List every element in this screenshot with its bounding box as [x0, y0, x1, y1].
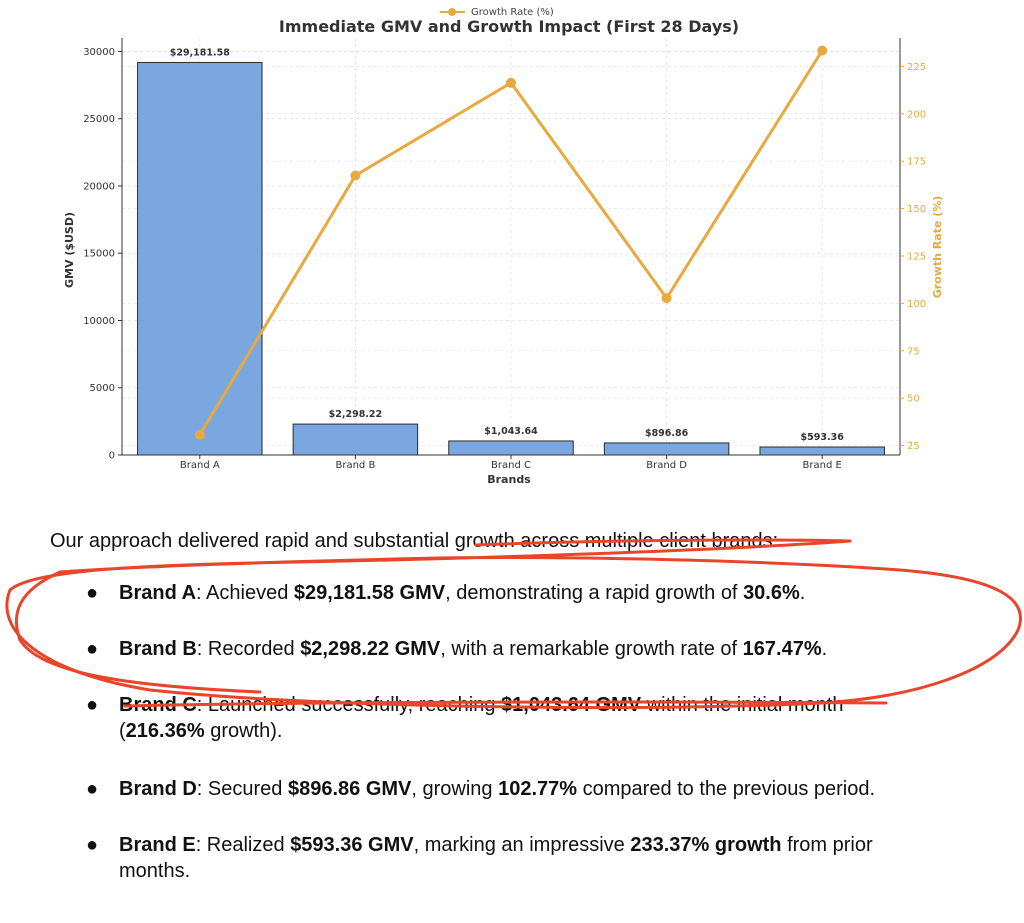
y2-tick-label: 75 [907, 346, 920, 357]
bar-value-label: $2,298.22 [329, 409, 383, 420]
bullet-text: Brand E: Realized $593.36 GMV, marking a… [119, 832, 919, 884]
bullet-glyph: ● [86, 778, 99, 800]
growth-value: 216.36% [125, 720, 205, 742]
bullet-glyph: ● [86, 582, 99, 604]
brand-name: Brand B [119, 638, 197, 660]
brand-name: Brand C [119, 694, 197, 716]
y-tick-label: 25000 [83, 114, 115, 125]
growth-value: 102.77% [498, 778, 578, 800]
bar-brand-c [448, 440, 574, 456]
bar-value-label: $1,043.64 [484, 426, 538, 437]
text-run: , demonstrating a rapid growth of [445, 582, 744, 604]
growth-point [350, 170, 361, 181]
growth-line-series [194, 45, 828, 440]
gmv-value: $29,181.58 GMV [293, 582, 446, 604]
brand-name: Brand A [119, 582, 197, 604]
growth-value: 233.37% growth [630, 834, 782, 856]
y2-tick-label: 200 [907, 109, 926, 120]
axes: 0 5000 10000 15000 20000 25000 30000 25 50 75 100 1… [83, 38, 926, 471]
bullet-glyph: ● [86, 638, 99, 660]
gmv-value: $2,298.22 GMV [300, 638, 441, 660]
y2-axis-label: Growth Rate (%) [931, 196, 944, 299]
y2-tick-label: 175 [907, 157, 926, 168]
y2-tick-label: 225 [907, 62, 926, 73]
growth-point [506, 77, 516, 88]
bullet-text: Brand C: Launched successfully, reaching… [119, 692, 899, 744]
text-run: , growing [411, 778, 499, 800]
x-tick-label: Brand E [803, 460, 842, 471]
x-tick-label: Brand B [335, 460, 375, 471]
bullet-text: Brand A: Achieved $29,181.58 GMV, demons… [119, 580, 939, 606]
text-run: , marking an impressive [413, 834, 631, 856]
bar-value-labels: $29,181.58 $2,298.22 $1,043.64 $896.86 $593.… [170, 47, 844, 443]
x-axis-label: Brands [487, 473, 531, 486]
bullet-glyph: ● [86, 834, 99, 856]
chart: $29,181.58 $2,298.22 $1,043.64 $896.86 $593.… [63, 7, 944, 486]
bar-brand-d [603, 442, 730, 456]
text-run: : Recorded [196, 638, 301, 660]
text-run: : Realized [195, 834, 291, 856]
y2-tick-label: 50 [907, 394, 920, 405]
bar-value-label: $593.36 [801, 432, 845, 443]
bullet-text: Brand B: Recorded $2,298.22 GMV, with a … [119, 636, 939, 662]
text-run: growth). [204, 720, 283, 742]
text-run: : Secured [196, 778, 288, 800]
bar-brand-b [292, 423, 419, 456]
brand-name: Brand D [119, 778, 197, 800]
growth-value: 167.47% [742, 638, 822, 660]
text-run: . [799, 582, 806, 604]
y-tick-label: 20000 [83, 181, 115, 192]
bullet-text: Brand D: Secured $896.86 GMV, growing 10… [119, 776, 939, 802]
growth-value: 30.6% [743, 582, 800, 604]
y2-tick-label: 150 [907, 204, 926, 215]
bar-brand-a [137, 61, 263, 456]
y2-tick-label: 125 [907, 251, 926, 262]
text-run: : Launched successfully, reaching [196, 694, 502, 716]
growth-point [817, 45, 828, 56]
bar-value-label: $29,181.58 [170, 47, 230, 58]
brand-name: Brand E [119, 834, 196, 856]
legend: Growth Rate (%) [440, 7, 554, 18]
legend-label: Growth Rate (%) [471, 7, 554, 18]
text-run: . [821, 638, 828, 660]
y-tick-label: 0 [109, 451, 115, 462]
bullet-glyph: ● [86, 694, 99, 716]
y2-tick-label: 100 [907, 299, 926, 310]
growth-point [661, 293, 672, 304]
y-tick-label: 15000 [83, 249, 115, 260]
text-run: , with a remarkable growth rate of [440, 638, 743, 660]
legend-dot-marker [448, 8, 456, 16]
gmv-value: $593.36 GMV [290, 834, 414, 856]
x-tick-label: Brand D [646, 460, 687, 471]
grid-lines [122, 38, 900, 456]
y-axis-label: GMV ($USD) [63, 212, 76, 288]
gmv-value: $1,043.64 GMV [501, 694, 642, 716]
bar-series [137, 61, 885, 456]
bar-brand-e [759, 446, 885, 456]
intro-paragraph: Our approach delivered rapid and substan… [50, 530, 779, 552]
text-run: compared to the previous period. [577, 778, 876, 800]
x-tick-label: Brand C [491, 460, 531, 471]
text-run: : Achieved [196, 582, 294, 604]
bar-value-label: $896.86 [645, 428, 689, 439]
x-tick-label: Brand A [180, 460, 220, 471]
y-tick-label: 5000 [90, 383, 115, 394]
gmv-value: $896.86 GMV [287, 778, 412, 800]
growth-point [194, 429, 205, 440]
ellipse-stroke-outer [5, 539, 1022, 710]
y2-tick-label: 25 [907, 441, 920, 452]
text-run: from prior months. [119, 834, 873, 882]
chart-title: Immediate GMV and Growth Impact (First 2… [279, 17, 739, 36]
y-tick-label: 30000 [83, 47, 115, 58]
y-tick-label: 10000 [83, 316, 115, 327]
